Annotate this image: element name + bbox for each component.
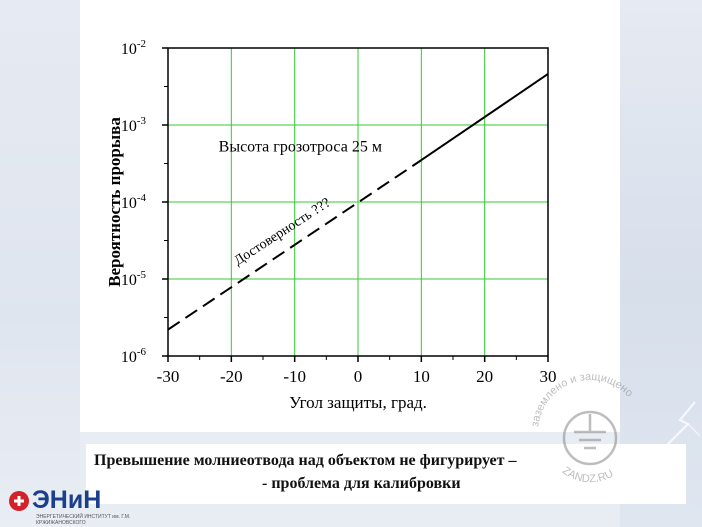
- enin-logo-icon: [9, 491, 29, 511]
- grid-layer: [167, 47, 549, 357]
- x-tick-label: 30: [540, 367, 557, 386]
- y-tick-label: 10-2: [121, 38, 146, 58]
- caption-box: Превышение молниеотвода над объектом не …: [86, 444, 686, 504]
- x-tick-label: 20: [476, 367, 493, 386]
- y-tick-label: 10-4: [121, 192, 147, 212]
- reliability-annotation: Достоверность ???: [232, 195, 334, 268]
- y-tick-label: 10-5: [121, 269, 147, 289]
- watermark-stamp: заземлено и защищено ZANDZ.RU: [529, 371, 635, 486]
- watermark-text: заземлено и защищено: [529, 371, 635, 428]
- logo-subtitle: ЭНЕРГЕТИЧЕСКИЙ ИНСТИТУТ им. Г.М. КРЖИЖАН…: [36, 514, 131, 526]
- watermark-site: ZANDZ.RU: [560, 465, 615, 486]
- chart-svg: -30 -20 -10 0 10 20 30 10-6 10-5 10-4 10-3 10-2 Выс…: [105, 38, 557, 412]
- y-tick-label: 10-6: [121, 346, 147, 366]
- x-axis-label: Угол защиты, град.: [289, 393, 427, 412]
- caption-line-1: Превышение молниеотвода над объектом не …: [94, 452, 517, 469]
- x-tick-label: -20: [220, 367, 243, 386]
- ground-symbol-icon: [562, 410, 618, 466]
- y-axis-label: Вероятность прорыва: [105, 117, 124, 287]
- chart-panel: -30 -20 -10 0 10 20 30 10-6 10-5 10-4 10-3 10-2 Выс…: [80, 0, 620, 432]
- background-left: [0, 0, 80, 527]
- x-tick-label: 10: [413, 367, 430, 386]
- dashed-series-line: [167, 159, 422, 331]
- tick-layer: -30 -20 -10 0 10 20 30 10-6 10-5 10-4 10-3 10-2: [121, 38, 557, 386]
- x-tick-label: -10: [283, 367, 306, 386]
- x-tick-label: -30: [157, 367, 180, 386]
- x-tick-label: 0: [354, 367, 363, 386]
- y-tick-label: 10-3: [121, 115, 147, 135]
- caption-line-2: - проблема для калибровки: [262, 475, 461, 492]
- height-annotation: Высота грозотроса 25 м: [219, 139, 382, 156]
- series-layer: [167, 73, 549, 331]
- solid-series-line: [420, 73, 549, 161]
- background-right: [620, 0, 702, 527]
- logo-name: ЭНиН: [32, 486, 102, 514]
- logo: ЭНиН ЭНЕРГЕТИЧЕСКИЙ ИНСТИТУТ им. Г.М. КР…: [0, 484, 140, 527]
